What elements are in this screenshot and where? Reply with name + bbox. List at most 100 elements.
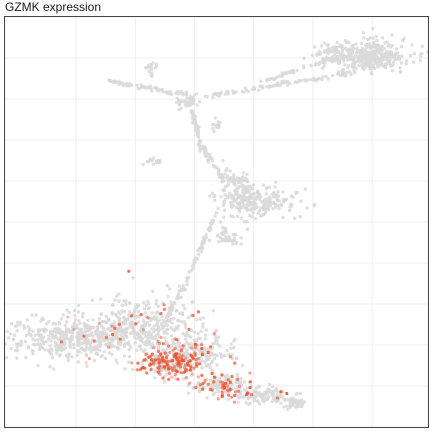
cell-point [71,342,76,346]
cell-point [399,44,404,49]
cell-point [124,334,128,338]
cell-point [237,203,242,208]
cell-point [86,324,91,328]
cell-point [280,395,284,399]
cell-point [36,363,40,368]
cell-point [198,146,202,150]
cell-point [137,314,141,319]
expressing-cell-point [157,341,161,346]
cell-point [237,194,242,198]
cell-point [335,40,339,45]
expressing-cell-point [233,393,237,398]
cell-point [206,158,210,162]
cell-point [145,320,149,325]
chart-title: GZMK expression [5,0,102,14]
cell-point [138,86,142,91]
cell-point [191,120,195,125]
cell-point [42,335,46,339]
expressing-cell-point [178,365,182,369]
cell-point [256,88,261,93]
cell-point [177,319,181,323]
expressing-cell-point [161,342,165,346]
cell-point [186,316,191,320]
expressing-cell-point [150,352,154,356]
cell-point [319,44,324,48]
cell-point [201,325,205,329]
cell-point [112,345,117,349]
cell-point [150,74,154,79]
cell-point [354,42,358,46]
expressing-cell-point [226,388,230,392]
cell-point [219,352,223,356]
cell-point [6,336,11,340]
cell-point [70,324,75,329]
expressing-cell-point [245,391,249,396]
expressing-cell-point [154,358,158,362]
cell-point [270,76,274,81]
cell-point [98,340,102,345]
expressing-cell-point [59,340,64,344]
cell-point [255,190,259,194]
cell-point [217,239,221,244]
cell-point [220,231,224,236]
expressing-cell-point [177,356,181,360]
expressing-cell-point [152,360,156,364]
cell-point [272,389,276,393]
expressing-cell-point [196,356,200,360]
cell-point [231,242,235,246]
cell-point [165,372,169,377]
cell-point [131,276,135,280]
cell-point [327,48,331,52]
cell-point [200,366,204,370]
cell-point [54,351,59,355]
cell-point [277,199,281,203]
cell-point [243,191,247,195]
cell-point [204,233,208,237]
cell-point [265,79,269,83]
cell-point [188,335,193,339]
cell-point [165,284,169,288]
cell-point [191,264,195,268]
cell-point [114,358,118,362]
cell-point [257,402,262,406]
expressing-cell-point [162,307,166,311]
cell-point [126,318,130,322]
cell-point [237,209,242,214]
expressing-cell-point [221,380,225,385]
cell-point [154,317,158,322]
cell-point [41,340,45,344]
cell-point [102,350,107,354]
cell-point [211,220,215,224]
cell-point [199,329,203,333]
cell-point [179,106,183,111]
expressing-cell-point [250,393,254,397]
cell-point [4,355,9,360]
cell-point [235,200,239,204]
cell-point [47,348,51,353]
cell-point [45,322,49,326]
expressing-cell-point [222,386,226,390]
cell-point [66,327,71,332]
cell-point [267,84,272,88]
expressing-cell-point [180,347,184,351]
expressing-cell-point [82,334,86,338]
expressing-cell-point [195,363,199,367]
expressing-cell-point [117,322,122,326]
cell-point [122,310,127,314]
expressing-cell-point [198,362,202,366]
cell-point [70,334,74,339]
cell-point [118,342,123,347]
cell-point [41,317,45,321]
cell-point [236,375,240,379]
expressing-cell-point [200,373,204,377]
cell-point [177,341,181,345]
cell-point [252,87,257,92]
cell-point [299,199,303,203]
cell-point [246,397,250,401]
cell-point [349,72,353,77]
expressing-cell-point [87,357,91,361]
cell-point [353,62,357,66]
cell-point [175,308,179,313]
cell-point [251,211,255,215]
cell-point [237,185,241,189]
